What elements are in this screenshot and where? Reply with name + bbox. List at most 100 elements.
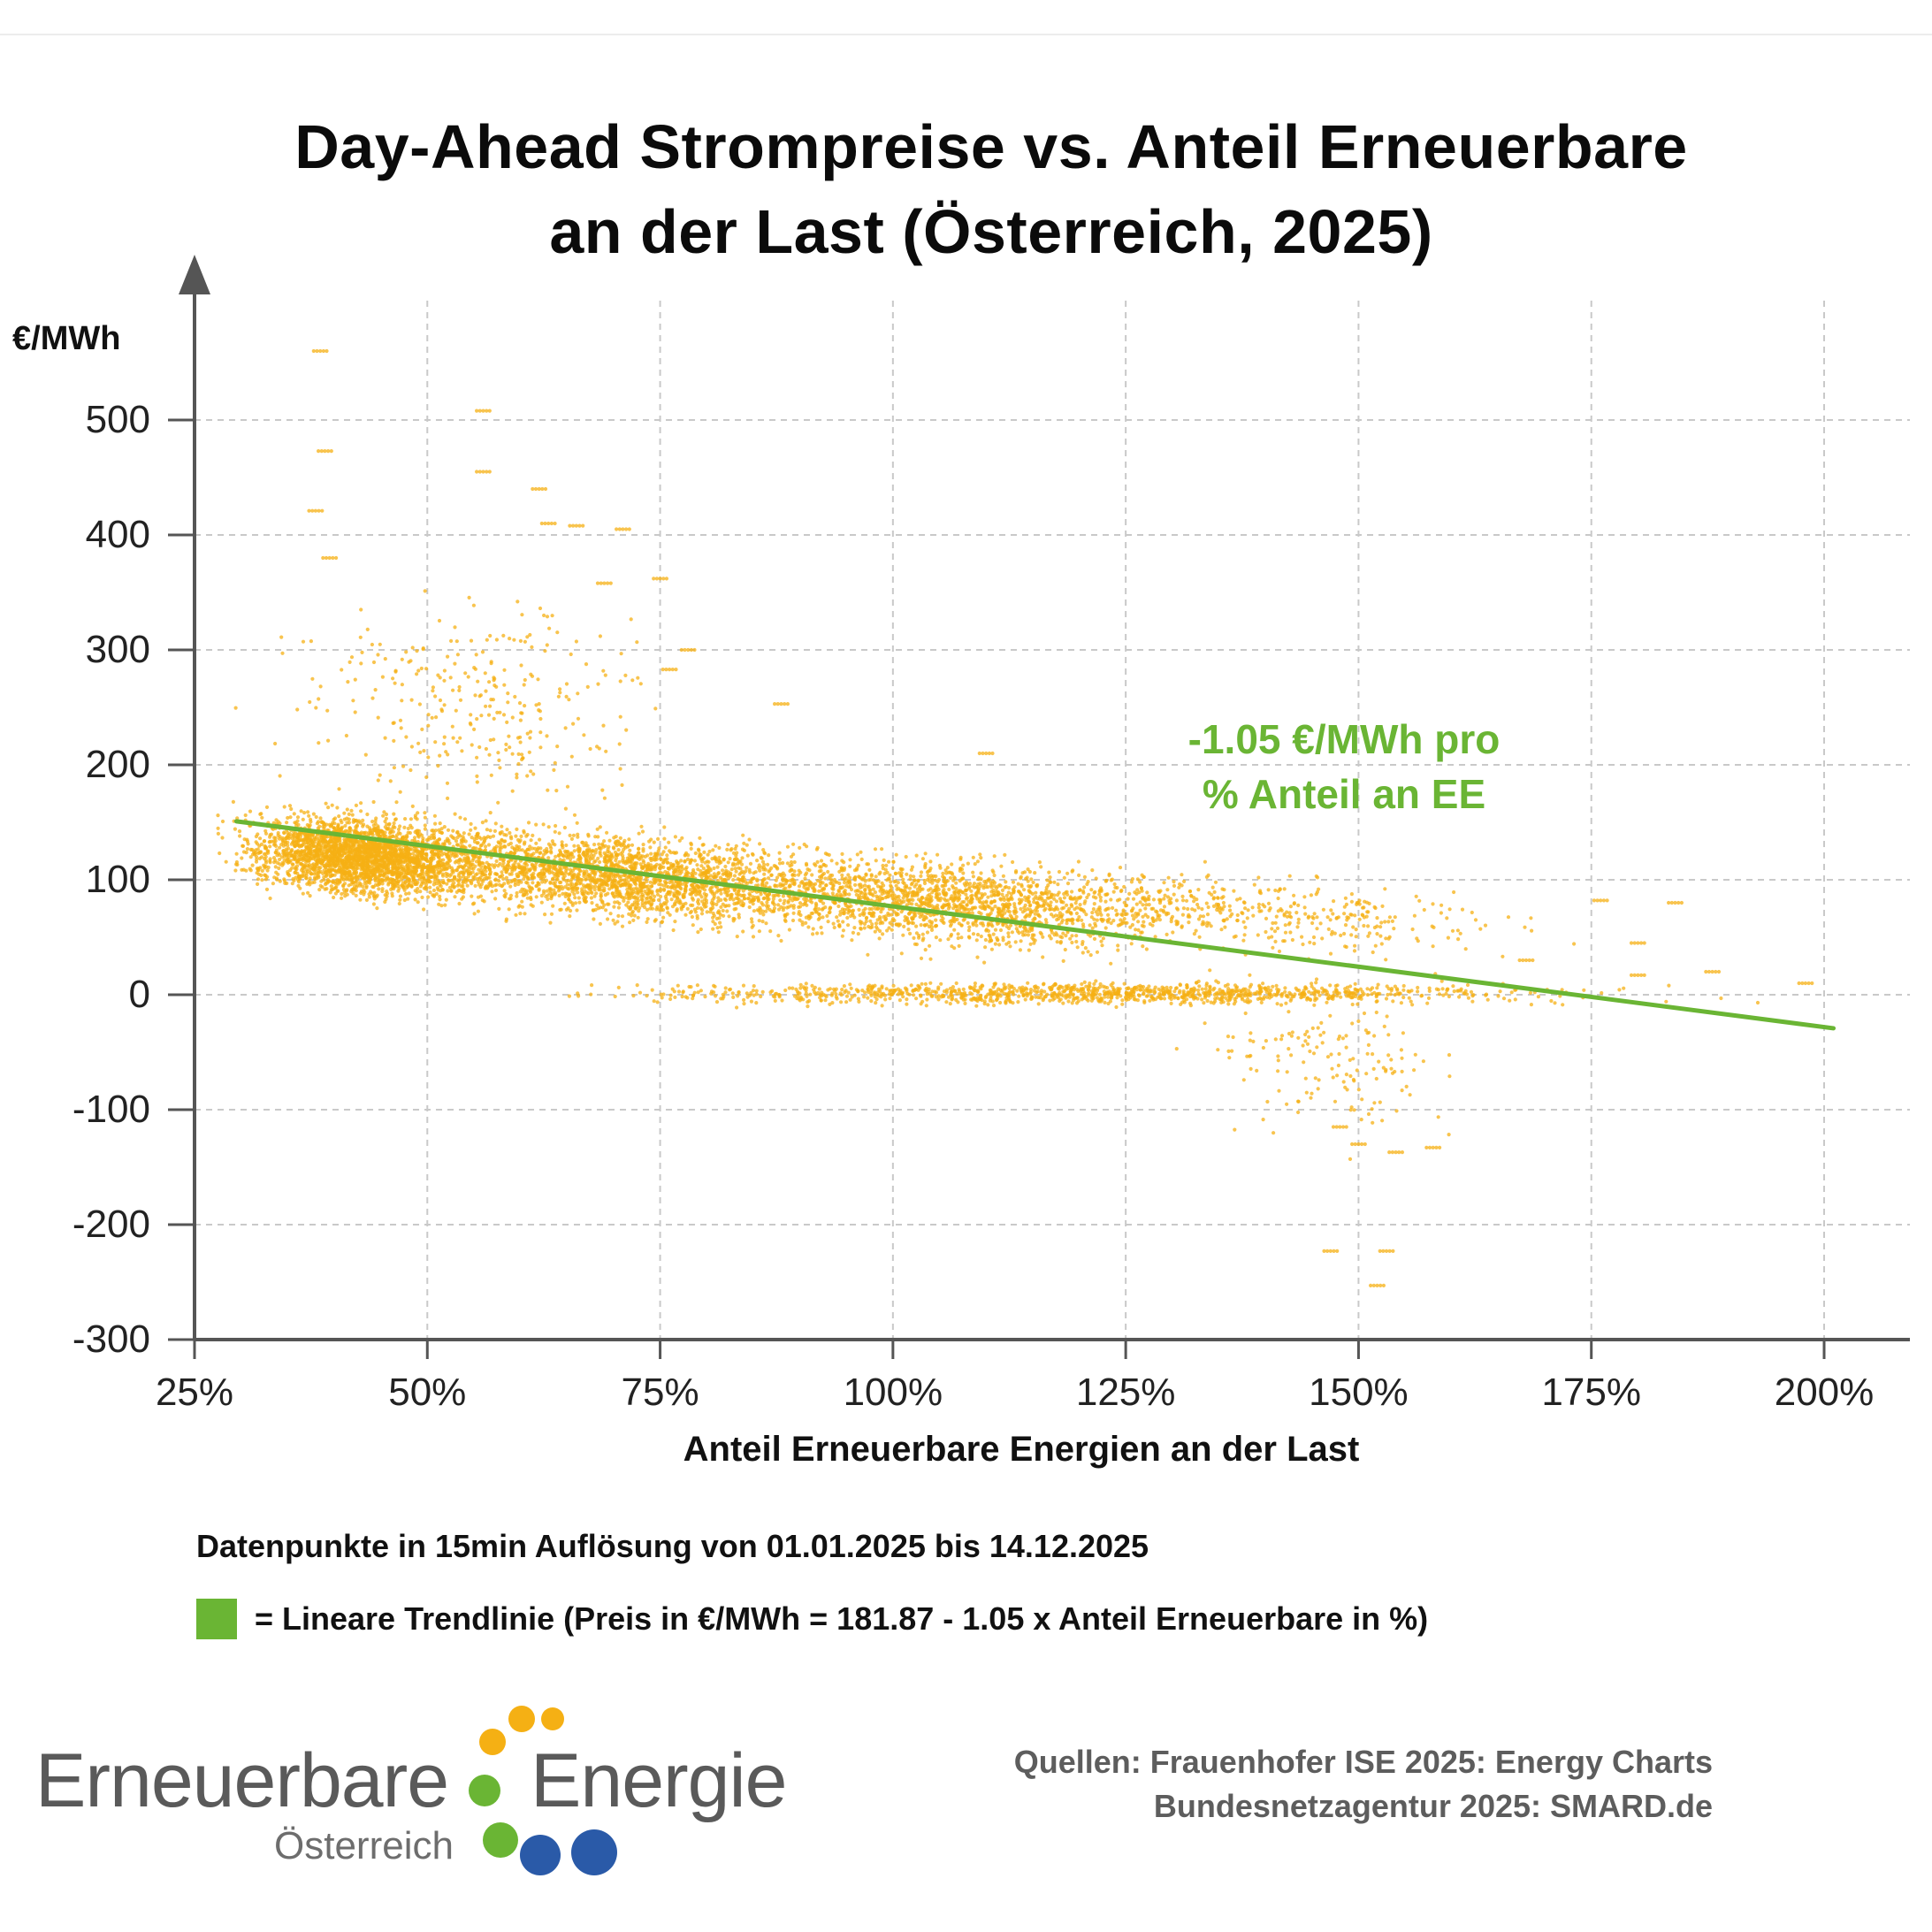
data-point (714, 844, 718, 848)
data-point (333, 886, 338, 890)
data-point (529, 903, 533, 907)
data-point (552, 888, 556, 892)
data-point (721, 872, 725, 876)
data-point (695, 863, 699, 867)
data-point (399, 851, 403, 856)
data-point (665, 853, 669, 858)
data-point (278, 845, 282, 850)
data-point (329, 844, 333, 850)
data-point (558, 858, 562, 862)
data-point (529, 867, 533, 872)
data-point (569, 899, 573, 905)
data-point (757, 919, 761, 923)
data-point (554, 872, 559, 877)
data-point (660, 920, 665, 924)
data-point (268, 839, 272, 844)
data-point (599, 874, 603, 878)
data-point (437, 902, 441, 906)
data-point (482, 876, 487, 882)
data-point (297, 838, 302, 843)
data-point (282, 805, 286, 809)
data-point (529, 897, 533, 902)
data-point (396, 860, 401, 866)
data-point (636, 896, 640, 900)
data-point (381, 813, 386, 818)
data-point (363, 848, 368, 852)
data-point (356, 855, 361, 859)
data-point (380, 889, 385, 894)
data-point (612, 905, 616, 909)
data-point (887, 859, 891, 864)
data-point (302, 811, 307, 815)
data-point (706, 870, 710, 874)
data-point (599, 893, 603, 898)
data-point (401, 867, 406, 872)
data-point (447, 863, 451, 867)
data-point (708, 906, 713, 911)
data-point (505, 828, 509, 832)
data-point (524, 874, 529, 879)
data-point (324, 881, 328, 885)
data-point (416, 900, 420, 905)
data-point (521, 890, 525, 895)
data-point (430, 829, 434, 833)
data-point (243, 813, 248, 818)
data-point (604, 854, 608, 859)
data-point (594, 891, 599, 896)
data-point (431, 831, 436, 836)
data-point (420, 848, 424, 852)
data-point (652, 840, 656, 844)
data-point (400, 847, 404, 851)
data-point (364, 897, 369, 903)
data-point (726, 843, 730, 847)
data-point (233, 827, 237, 831)
data-point (457, 878, 462, 882)
data-point (557, 831, 561, 836)
data-point (477, 861, 482, 866)
data-point (359, 809, 363, 813)
data-point (665, 905, 669, 910)
data-point (416, 887, 420, 891)
data-point (538, 837, 542, 842)
data-point (332, 841, 336, 846)
data-point (371, 827, 376, 831)
data-point (669, 897, 674, 902)
data-point (612, 836, 616, 840)
data-point (504, 891, 508, 896)
data-point (286, 844, 290, 848)
data-point (306, 810, 310, 814)
data-point (343, 894, 347, 898)
data-point (423, 815, 427, 820)
data-point (308, 894, 312, 898)
data-point (452, 836, 456, 841)
data-point (318, 816, 323, 821)
data-point (733, 846, 737, 851)
data-point (677, 890, 682, 896)
data-point (563, 894, 568, 899)
data-point (679, 870, 683, 874)
data-point (364, 881, 370, 885)
data-point (439, 858, 443, 863)
data-point (355, 863, 359, 867)
data-point (606, 917, 610, 921)
data-point (333, 879, 338, 884)
data-point (553, 883, 558, 888)
data-point (572, 872, 577, 876)
data-point (377, 887, 381, 891)
data-point (493, 829, 498, 834)
data-point (798, 901, 803, 905)
data-point (413, 897, 417, 902)
data-point (231, 799, 235, 805)
data-point (458, 870, 463, 874)
data-point (289, 806, 294, 812)
data-point (418, 832, 423, 836)
data-point (375, 857, 379, 861)
data-point (657, 866, 662, 870)
data-point (662, 836, 667, 841)
data-point (391, 864, 395, 868)
data-point (255, 857, 259, 862)
data-point (412, 836, 417, 840)
data-point (332, 851, 337, 856)
data-point (463, 845, 468, 850)
data-point (711, 927, 715, 931)
